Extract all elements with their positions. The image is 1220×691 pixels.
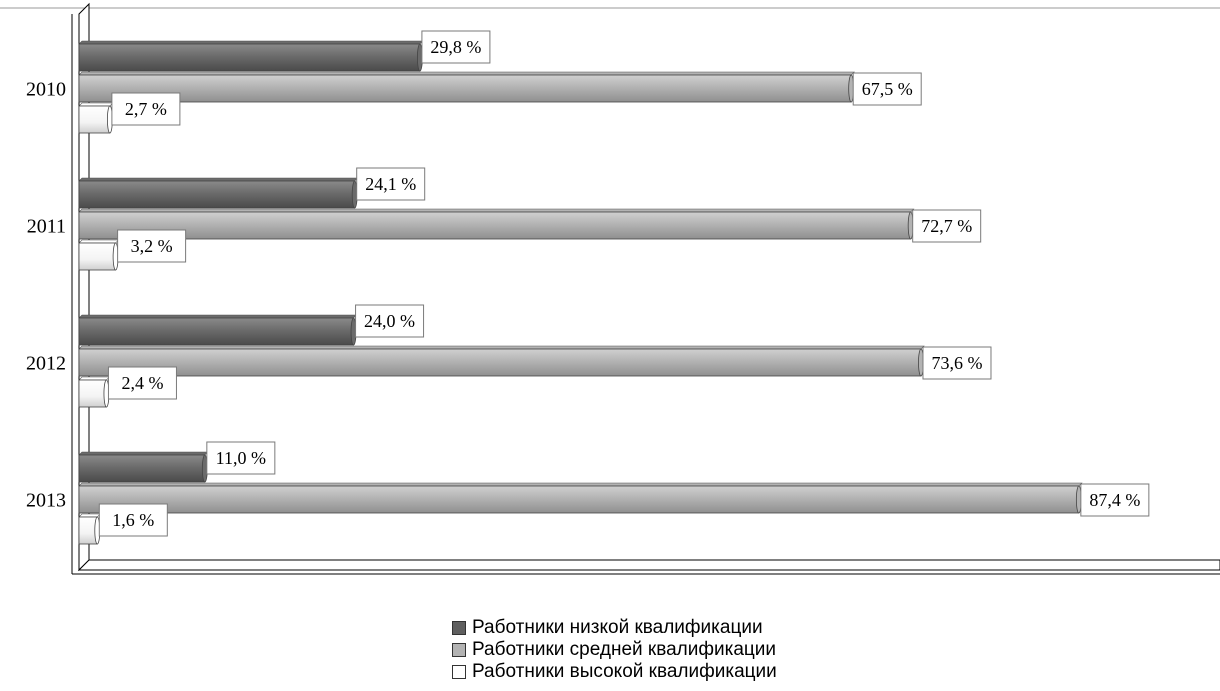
bar-low-2013 <box>78 451 209 483</box>
data-label-high-2010: 2,7 % <box>111 92 181 126</box>
data-label-low-2010: 29,8 % <box>421 30 491 64</box>
svg-text:87,4 %: 87,4 % <box>1089 490 1140 510</box>
svg-text:24,0 %: 24,0 % <box>364 311 415 331</box>
data-labels: 29,8 % 67,5 % 2,7 % 24,1 % 72,7 % 3,2 % 24,0 %… <box>98 30 1150 537</box>
svg-text:11,0 %: 11,0 % <box>216 448 266 468</box>
bar-medium-2010 <box>78 71 855 103</box>
data-label-low-2012: 24,0 % <box>355 304 425 338</box>
bar-low-2010 <box>78 40 424 72</box>
svg-text:73,6 %: 73,6 % <box>931 353 982 373</box>
y-tick-label-2010: 2010 <box>26 79 66 101</box>
legend-swatch-high <box>452 665 466 679</box>
y-tick-label-2013: 2013 <box>26 490 66 512</box>
svg-text:2,7 %: 2,7 % <box>125 99 167 119</box>
y-axis-labels: 2010 2011 2012 2013 <box>26 79 66 512</box>
bar-high-2010 <box>78 102 114 134</box>
data-label-medium-2013: 87,4 % <box>1080 483 1150 517</box>
frame-floor <box>77 559 1220 571</box>
legend-item-high: Работники высокой квалификации <box>452 661 777 683</box>
legend-label-high: Работники высокой квалификации <box>472 661 777 682</box>
bar-high-2011 <box>78 239 120 271</box>
bar-medium-2011 <box>78 208 915 240</box>
svg-text:29,8 %: 29,8 % <box>430 37 481 57</box>
bar-low-2011 <box>78 177 359 209</box>
data-label-low-2013: 11,0 % <box>206 441 276 475</box>
svg-text:72,7 %: 72,7 % <box>921 216 972 236</box>
data-label-medium-2010: 67,5 % <box>852 72 922 106</box>
legend: Работники низкой квалификации Работники … <box>452 617 777 683</box>
data-label-high-2012: 2,4 % <box>107 366 177 400</box>
bar-medium-2012 <box>78 345 925 377</box>
data-label-low-2011: 24,1 % <box>356 167 426 201</box>
bar-low-2012 <box>78 314 358 346</box>
svg-text:2,4 %: 2,4 % <box>121 373 163 393</box>
svg-text:67,5 %: 67,5 % <box>862 79 913 99</box>
legend-swatch-low <box>452 621 466 635</box>
legend-item-medium: Работники средней квалификации <box>452 639 777 661</box>
svg-text:24,1 %: 24,1 % <box>365 174 416 194</box>
data-label-high-2013: 1,6 % <box>98 503 168 537</box>
y-tick-label-2011: 2011 <box>27 216 66 238</box>
bars-group <box>78 40 1083 545</box>
legend-item-low: Работники низкой квалификации <box>452 617 777 639</box>
bar-high-2012 <box>78 376 111 408</box>
legend-label-low: Работники низкой квалификации <box>472 617 763 638</box>
data-label-medium-2012: 73,6 % <box>922 346 992 380</box>
bar-medium-2013 <box>78 482 1083 514</box>
bar-high-2013 <box>78 513 102 545</box>
y-tick-label-2012: 2012 <box>26 353 66 375</box>
svg-text:3,2 %: 3,2 % <box>131 236 173 256</box>
data-label-high-2011: 3,2 % <box>117 229 187 263</box>
plot-frame <box>71 2 1220 575</box>
svg-text:1,6 %: 1,6 % <box>112 510 154 530</box>
data-label-medium-2011: 72,7 % <box>912 209 982 243</box>
legend-swatch-medium <box>452 643 466 657</box>
legend-label-medium: Работники средней квалификации <box>472 639 777 660</box>
